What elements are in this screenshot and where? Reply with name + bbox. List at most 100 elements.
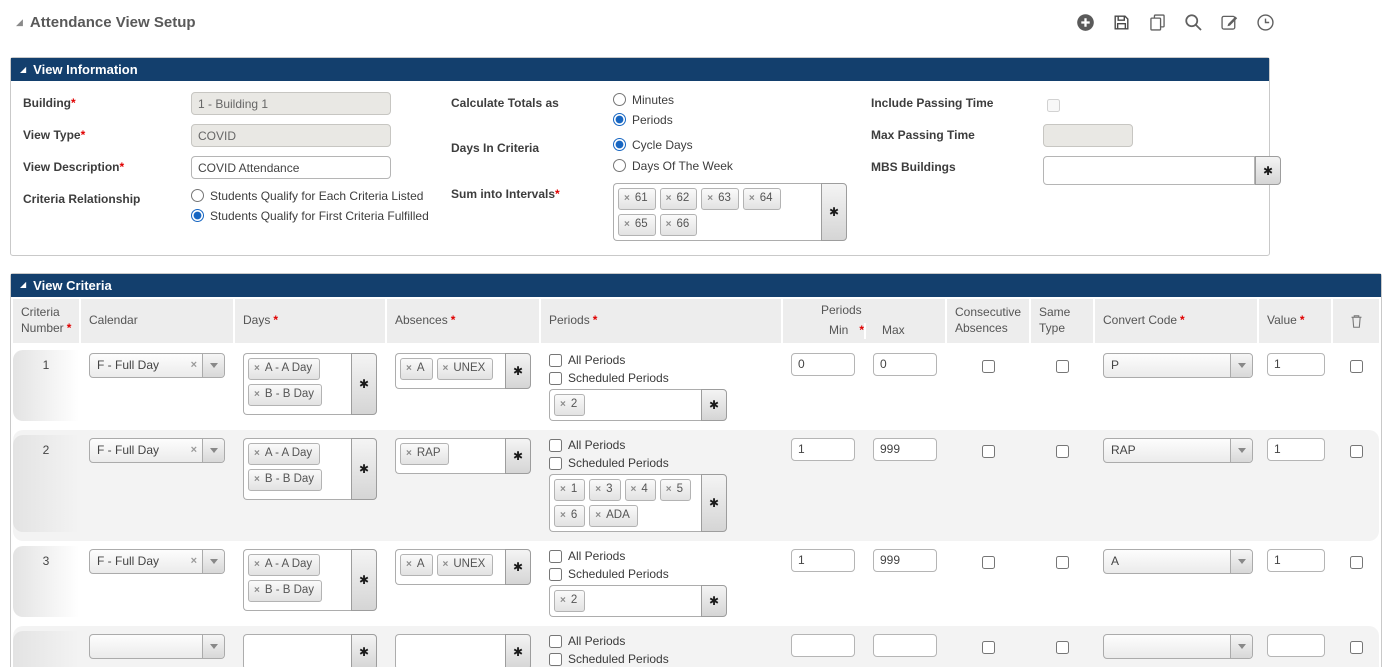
absences-multiselect[interactable]: × A × UNEX ✱: [395, 548, 531, 585]
days-multiselect[interactable]: × A - A Day × B - B Day ✱: [243, 352, 377, 415]
min-input[interactable]: [791, 633, 855, 657]
absences-picker-button[interactable]: ✱: [505, 633, 531, 667]
delete-row-checkbox[interactable]: [1350, 444, 1363, 458]
tag-chip[interactable]: × B - B Day: [248, 468, 323, 491]
dropdown-arrow-icon[interactable]: [202, 634, 224, 658]
remove-tag-icon[interactable]: ×: [748, 192, 755, 204]
view-criteria-header[interactable]: ◢ View Criteria: [11, 273, 1381, 297]
remove-tag-icon[interactable]: ×: [406, 558, 412, 570]
clear-selection-icon[interactable]: ×: [190, 359, 197, 372]
tag-chip[interactable]: × ADA: [589, 504, 638, 527]
absences-picker-button[interactable]: ✱: [505, 437, 531, 474]
tag-chip[interactable]: × 2: [554, 393, 586, 416]
radio-minutes[interactable]: Minutes: [613, 92, 871, 108]
same-type-checkbox[interactable]: [1056, 640, 1069, 654]
remove-tag-icon[interactable]: ×: [624, 218, 630, 230]
periods-multiselect[interactable]: × 1 × 3 × 4 × 5 × 6 × ADA ✱: [549, 473, 727, 532]
radio-cycle-days[interactable]: Cycle Days: [613, 137, 871, 153]
days-multiselect[interactable]: ✱: [243, 633, 377, 667]
remove-tag-icon[interactable]: ×: [254, 447, 260, 459]
collapse-icon[interactable]: ◢: [20, 280, 27, 290]
tag-chip[interactable]: × B - B Day: [248, 579, 323, 602]
periods-picker-button[interactable]: ✱: [701, 584, 727, 617]
remove-tag-icon[interactable]: ×: [560, 509, 566, 521]
intervals-picker-button[interactable]: ✱: [821, 182, 847, 241]
tag-chip[interactable]: × RAP: [400, 442, 449, 465]
remove-tag-icon[interactable]: ×: [254, 558, 260, 570]
max-input[interactable]: [873, 437, 937, 461]
mbs-buildings-input[interactable]: [1043, 156, 1255, 185]
dropdown-arrow-icon[interactable]: [202, 353, 224, 377]
periods-picker-button[interactable]: ✱: [701, 473, 727, 532]
value-input[interactable]: [1267, 352, 1325, 376]
value-input[interactable]: [1267, 633, 1325, 657]
scheduled-periods-checkbox[interactable]: Scheduled Periods: [549, 371, 773, 386]
search-icon[interactable]: [1183, 12, 1204, 33]
min-input[interactable]: [791, 437, 855, 461]
same-type-checkbox[interactable]: [1056, 555, 1069, 569]
tag-chip[interactable]: × UNEX: [436, 553, 494, 576]
tag-chip[interactable]: × 6: [554, 504, 586, 527]
dropdown-arrow-icon[interactable]: [1230, 438, 1252, 462]
absences-picker-button[interactable]: ✱: [505, 352, 531, 389]
min-input[interactable]: [791, 548, 855, 572]
tag-chip[interactable]: × A - A Day: [248, 553, 321, 576]
delete-row-checkbox[interactable]: [1350, 359, 1363, 373]
tag-chip[interactable]: × 65: [618, 213, 656, 236]
remove-tag-icon[interactable]: ×: [595, 509, 602, 521]
view-information-header[interactable]: ◢ View Information: [11, 58, 1269, 81]
radio-each-criteria[interactable]: Students Qualify for Each Criteria Liste…: [191, 188, 451, 204]
all-periods-checkbox[interactable]: All Periods: [549, 549, 773, 564]
collapse-icon[interactable]: ◢: [16, 17, 23, 27]
convert-code-select[interactable]: RAP: [1103, 437, 1253, 463]
days-picker-button[interactable]: ✱: [351, 352, 377, 415]
save-icon[interactable]: [1111, 12, 1132, 33]
dropdown-arrow-icon[interactable]: [1230, 549, 1252, 573]
dropdown-arrow-icon[interactable]: [1230, 353, 1252, 377]
consecutive-absences-checkbox[interactable]: [982, 640, 995, 654]
tag-chip[interactable]: × A - A Day: [248, 357, 321, 380]
remove-tag-icon[interactable]: ×: [707, 192, 714, 204]
periods-multiselect[interactable]: × 2 ✱: [549, 584, 727, 617]
radio-days-of-week[interactable]: Days Of The Week: [613, 158, 871, 174]
tag-chip[interactable]: × 63: [701, 187, 739, 210]
calendar-select[interactable]: [89, 633, 225, 659]
max-input[interactable]: [873, 548, 937, 572]
consecutive-absences-checkbox[interactable]: [982, 555, 995, 569]
remove-tag-icon[interactable]: ×: [254, 388, 260, 400]
tag-chip[interactable]: × 4: [624, 478, 656, 501]
clear-selection-icon[interactable]: ×: [190, 444, 197, 457]
history-icon[interactable]: [1255, 12, 1276, 33]
value-input[interactable]: [1267, 437, 1325, 461]
mbs-buildings-picker-button[interactable]: ✱: [1255, 156, 1281, 185]
remove-tag-icon[interactable]: ×: [560, 398, 566, 410]
remove-tag-icon[interactable]: ×: [665, 192, 672, 204]
delete-row-checkbox[interactable]: [1350, 555, 1363, 569]
absences-multiselect[interactable]: × RAP ✱: [395, 437, 531, 474]
remove-tag-icon[interactable]: ×: [665, 218, 672, 230]
all-periods-checkbox[interactable]: All Periods: [549, 634, 773, 649]
view-description-input[interactable]: [191, 156, 391, 179]
consecutive-absences-checkbox[interactable]: [982, 359, 995, 373]
remove-tag-icon[interactable]: ×: [442, 362, 449, 374]
absences-multiselect[interactable]: ✱: [395, 633, 531, 667]
radio-periods[interactable]: Periods: [613, 112, 871, 128]
remove-tag-icon[interactable]: ×: [406, 362, 412, 374]
remove-tag-icon[interactable]: ×: [442, 558, 449, 570]
edit-icon[interactable]: [1219, 12, 1240, 33]
clear-selection-icon[interactable]: ×: [190, 555, 197, 568]
days-picker-button[interactable]: ✱: [351, 633, 377, 667]
collapse-icon[interactable]: ◢: [20, 64, 27, 74]
value-input[interactable]: [1267, 548, 1325, 572]
tag-chip[interactable]: × UNEX: [436, 357, 494, 380]
days-multiselect[interactable]: × A - A Day × B - B Day ✱: [243, 548, 377, 611]
max-input[interactable]: [873, 352, 937, 376]
tag-chip[interactable]: × 66: [659, 213, 698, 236]
tag-chip[interactable]: × B - B Day: [248, 383, 323, 406]
absences-multiselect[interactable]: × A × UNEX ✱: [395, 352, 531, 389]
remove-tag-icon[interactable]: ×: [560, 594, 566, 606]
max-input[interactable]: [873, 633, 937, 657]
tag-chip[interactable]: × A: [400, 357, 433, 380]
same-type-checkbox[interactable]: [1056, 444, 1069, 458]
periods-picker-button[interactable]: ✱: [701, 388, 727, 421]
